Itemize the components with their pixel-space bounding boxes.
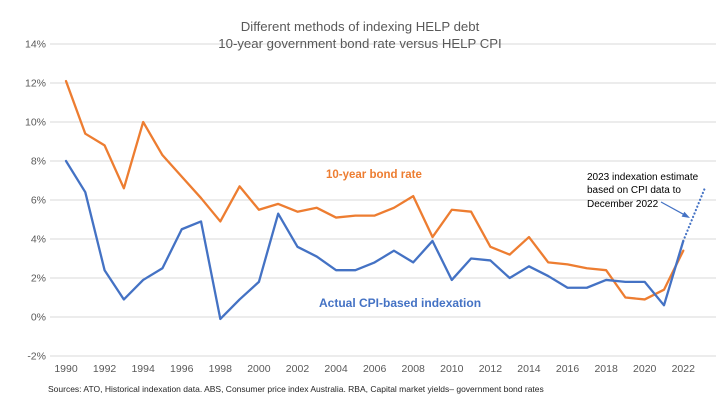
series-label-cpi-indexation: Actual CPI-based indexation xyxy=(319,296,482,310)
x-axis-tick-labels: 1990 1992 1994 1996 1998 2000 2002 2004 2006 2008… xyxy=(54,363,695,375)
y-axis-tick: 0% xyxy=(31,312,46,324)
chart-title-line2: 10-year government bond rate versus HELP… xyxy=(218,35,502,51)
annotation-arrow xyxy=(660,201,690,218)
y-axis-tick: 14% xyxy=(25,39,46,51)
x-axis-tick: 2018 xyxy=(594,363,618,375)
gridlines xyxy=(50,43,716,357)
x-axis-tick: 1990 xyxy=(54,363,78,375)
x-axis-tick: 2004 xyxy=(324,363,348,375)
cpi-indexation-line xyxy=(64,159,685,321)
bond-rate-line xyxy=(64,79,685,301)
x-axis-tick: 1992 xyxy=(93,363,117,375)
x-axis-tick: 2016 xyxy=(556,363,580,375)
chart-title: Different methods of indexing HELP debt … xyxy=(0,19,720,52)
y-axis-tick-labels: 14% 12% 10% 8% 6% 4% 2% 0% -2% xyxy=(25,39,46,363)
x-axis-tick: 2022 xyxy=(672,363,696,375)
cpi-2023-projection-dotted-line xyxy=(682,185,707,243)
y-axis-tick: 4% xyxy=(31,234,46,246)
x-axis-tick: 2010 xyxy=(440,363,464,375)
series-label-bond-rate: 10-year bond rate xyxy=(326,169,422,181)
x-axis-tick: 1998 xyxy=(209,363,233,375)
chart-title-line1: Different methods of indexing HELP debt xyxy=(240,19,480,34)
sources-note: Sources: ATO, Historical indexation data… xyxy=(48,384,544,394)
annotation-2023-estimate: 2023 indexation estimate based on CPI da… xyxy=(587,172,699,210)
x-axis-tick: 2000 xyxy=(247,363,271,375)
y-axis-tick: 10% xyxy=(25,117,46,129)
x-axis-tick: 2006 xyxy=(363,363,387,375)
y-axis-tick: 2% xyxy=(31,273,46,285)
y-axis-tick: 12% xyxy=(25,78,46,90)
y-axis-tick: -2% xyxy=(27,351,46,363)
x-axis-tick: 2012 xyxy=(479,363,503,375)
x-axis-tick: 1994 xyxy=(131,363,155,375)
y-axis-tick: 8% xyxy=(31,156,46,168)
y-axis-tick: 6% xyxy=(31,195,46,207)
x-axis-tick: 2008 xyxy=(402,363,426,375)
x-axis-tick: 1996 xyxy=(170,363,194,375)
x-axis-tick: 2020 xyxy=(633,363,657,375)
x-axis-tick: 2002 xyxy=(286,363,310,375)
x-axis-tick: 2014 xyxy=(517,363,541,375)
